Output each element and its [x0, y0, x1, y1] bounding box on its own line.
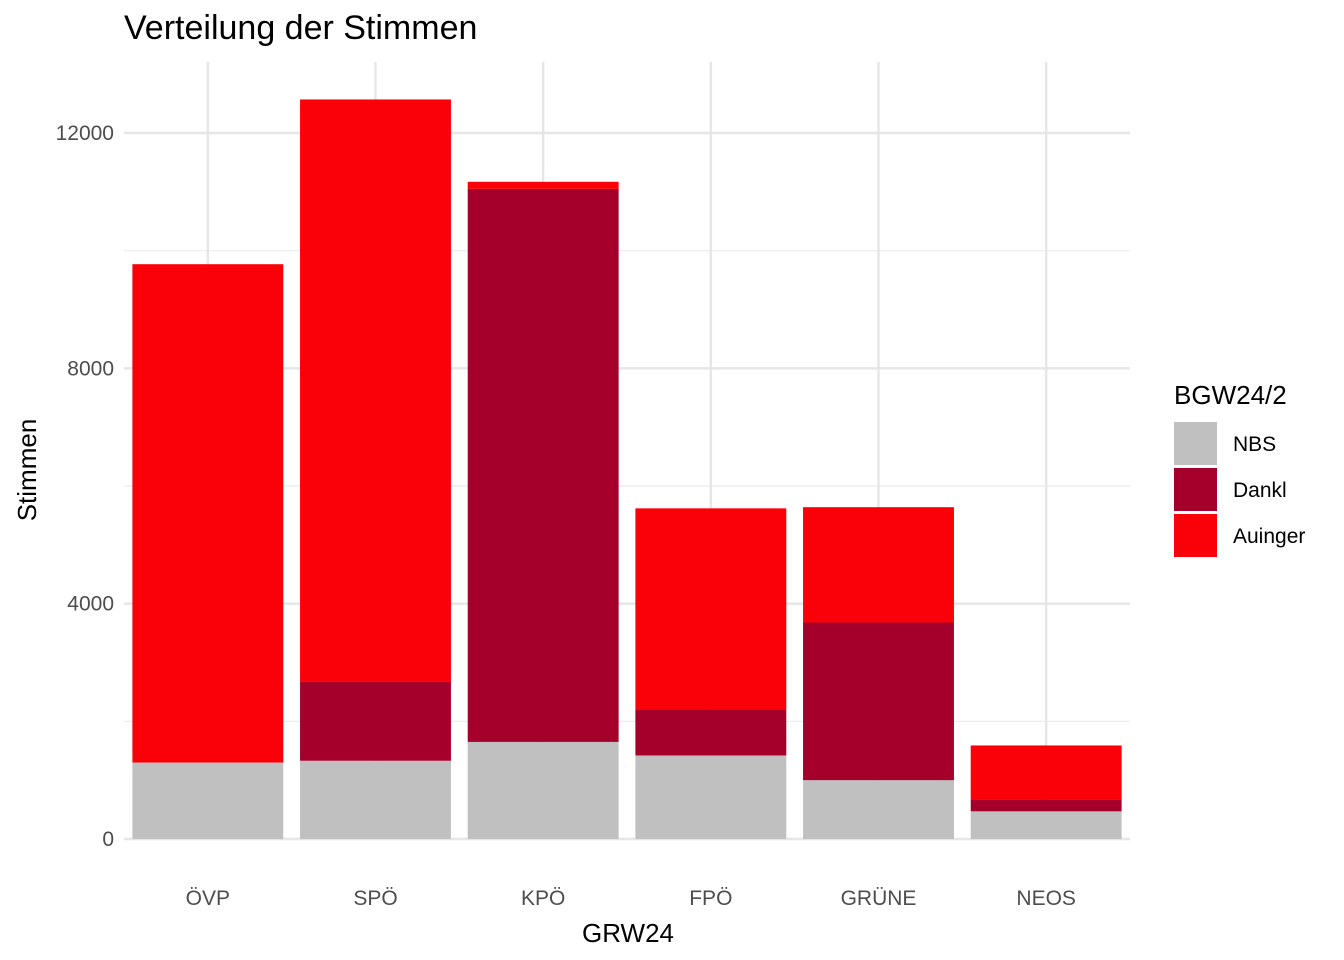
legend-title: BGW24/2	[1174, 380, 1287, 410]
bar-dankl-4	[803, 622, 954, 781]
x-axis-title: GRW24	[582, 918, 674, 948]
bar-dankl-5	[970, 799, 1122, 812]
x-tick-label: ÖVP	[186, 887, 230, 910]
y-tick-label: 4000	[67, 593, 114, 616]
bar-dankl-2	[467, 188, 619, 742]
bar-auinger-2	[467, 181, 619, 189]
legend-key-nbs	[1174, 422, 1217, 465]
chart-title: Verteilung der Stimmen	[124, 9, 477, 47]
bar-auinger-5	[970, 745, 1122, 800]
y-axis-ticks: 0 4000 8000 12000	[56, 122, 114, 851]
legend-label-nbs: NBS	[1233, 433, 1276, 456]
bar-dankl-3	[635, 709, 787, 756]
y-axis-title: Stimmen	[12, 419, 42, 522]
x-tick-label: KPÖ	[521, 887, 565, 910]
legend: BGW24/2 NBS Dankl Auinger	[1174, 380, 1305, 557]
legend-label-dankl: Dankl	[1233, 479, 1287, 502]
bars	[132, 99, 1122, 839]
y-tick-label: 12000	[56, 122, 114, 145]
y-tick-label: 0	[102, 828, 114, 851]
bar-auinger-4	[803, 507, 954, 623]
x-axis-ticks: ÖVP SPÖ KPÖ FPÖ GRÜNE NEOS	[186, 887, 1076, 910]
x-tick-label: GRÜNE	[841, 887, 917, 910]
bar-nbs-3	[635, 755, 787, 839]
bar-dankl-1	[300, 681, 451, 761]
bar-nbs-5	[970, 811, 1122, 839]
bar-nbs-0	[132, 762, 284, 839]
bar-auinger-1	[300, 99, 451, 682]
legend-key-dankl	[1174, 468, 1217, 511]
x-tick-label: NEOS	[1016, 887, 1076, 910]
legend-key-auinger	[1174, 514, 1217, 557]
x-tick-label: FPÖ	[689, 887, 732, 910]
y-tick-label: 8000	[67, 357, 114, 380]
bar-nbs-4	[803, 780, 954, 839]
bar-nbs-2	[467, 741, 619, 839]
legend-label-auinger: Auinger	[1233, 525, 1305, 548]
bar-auinger-0	[132, 264, 284, 763]
bar-auinger-3	[635, 508, 787, 710]
bar-nbs-1	[300, 760, 451, 839]
x-tick-label: SPÖ	[353, 887, 397, 910]
